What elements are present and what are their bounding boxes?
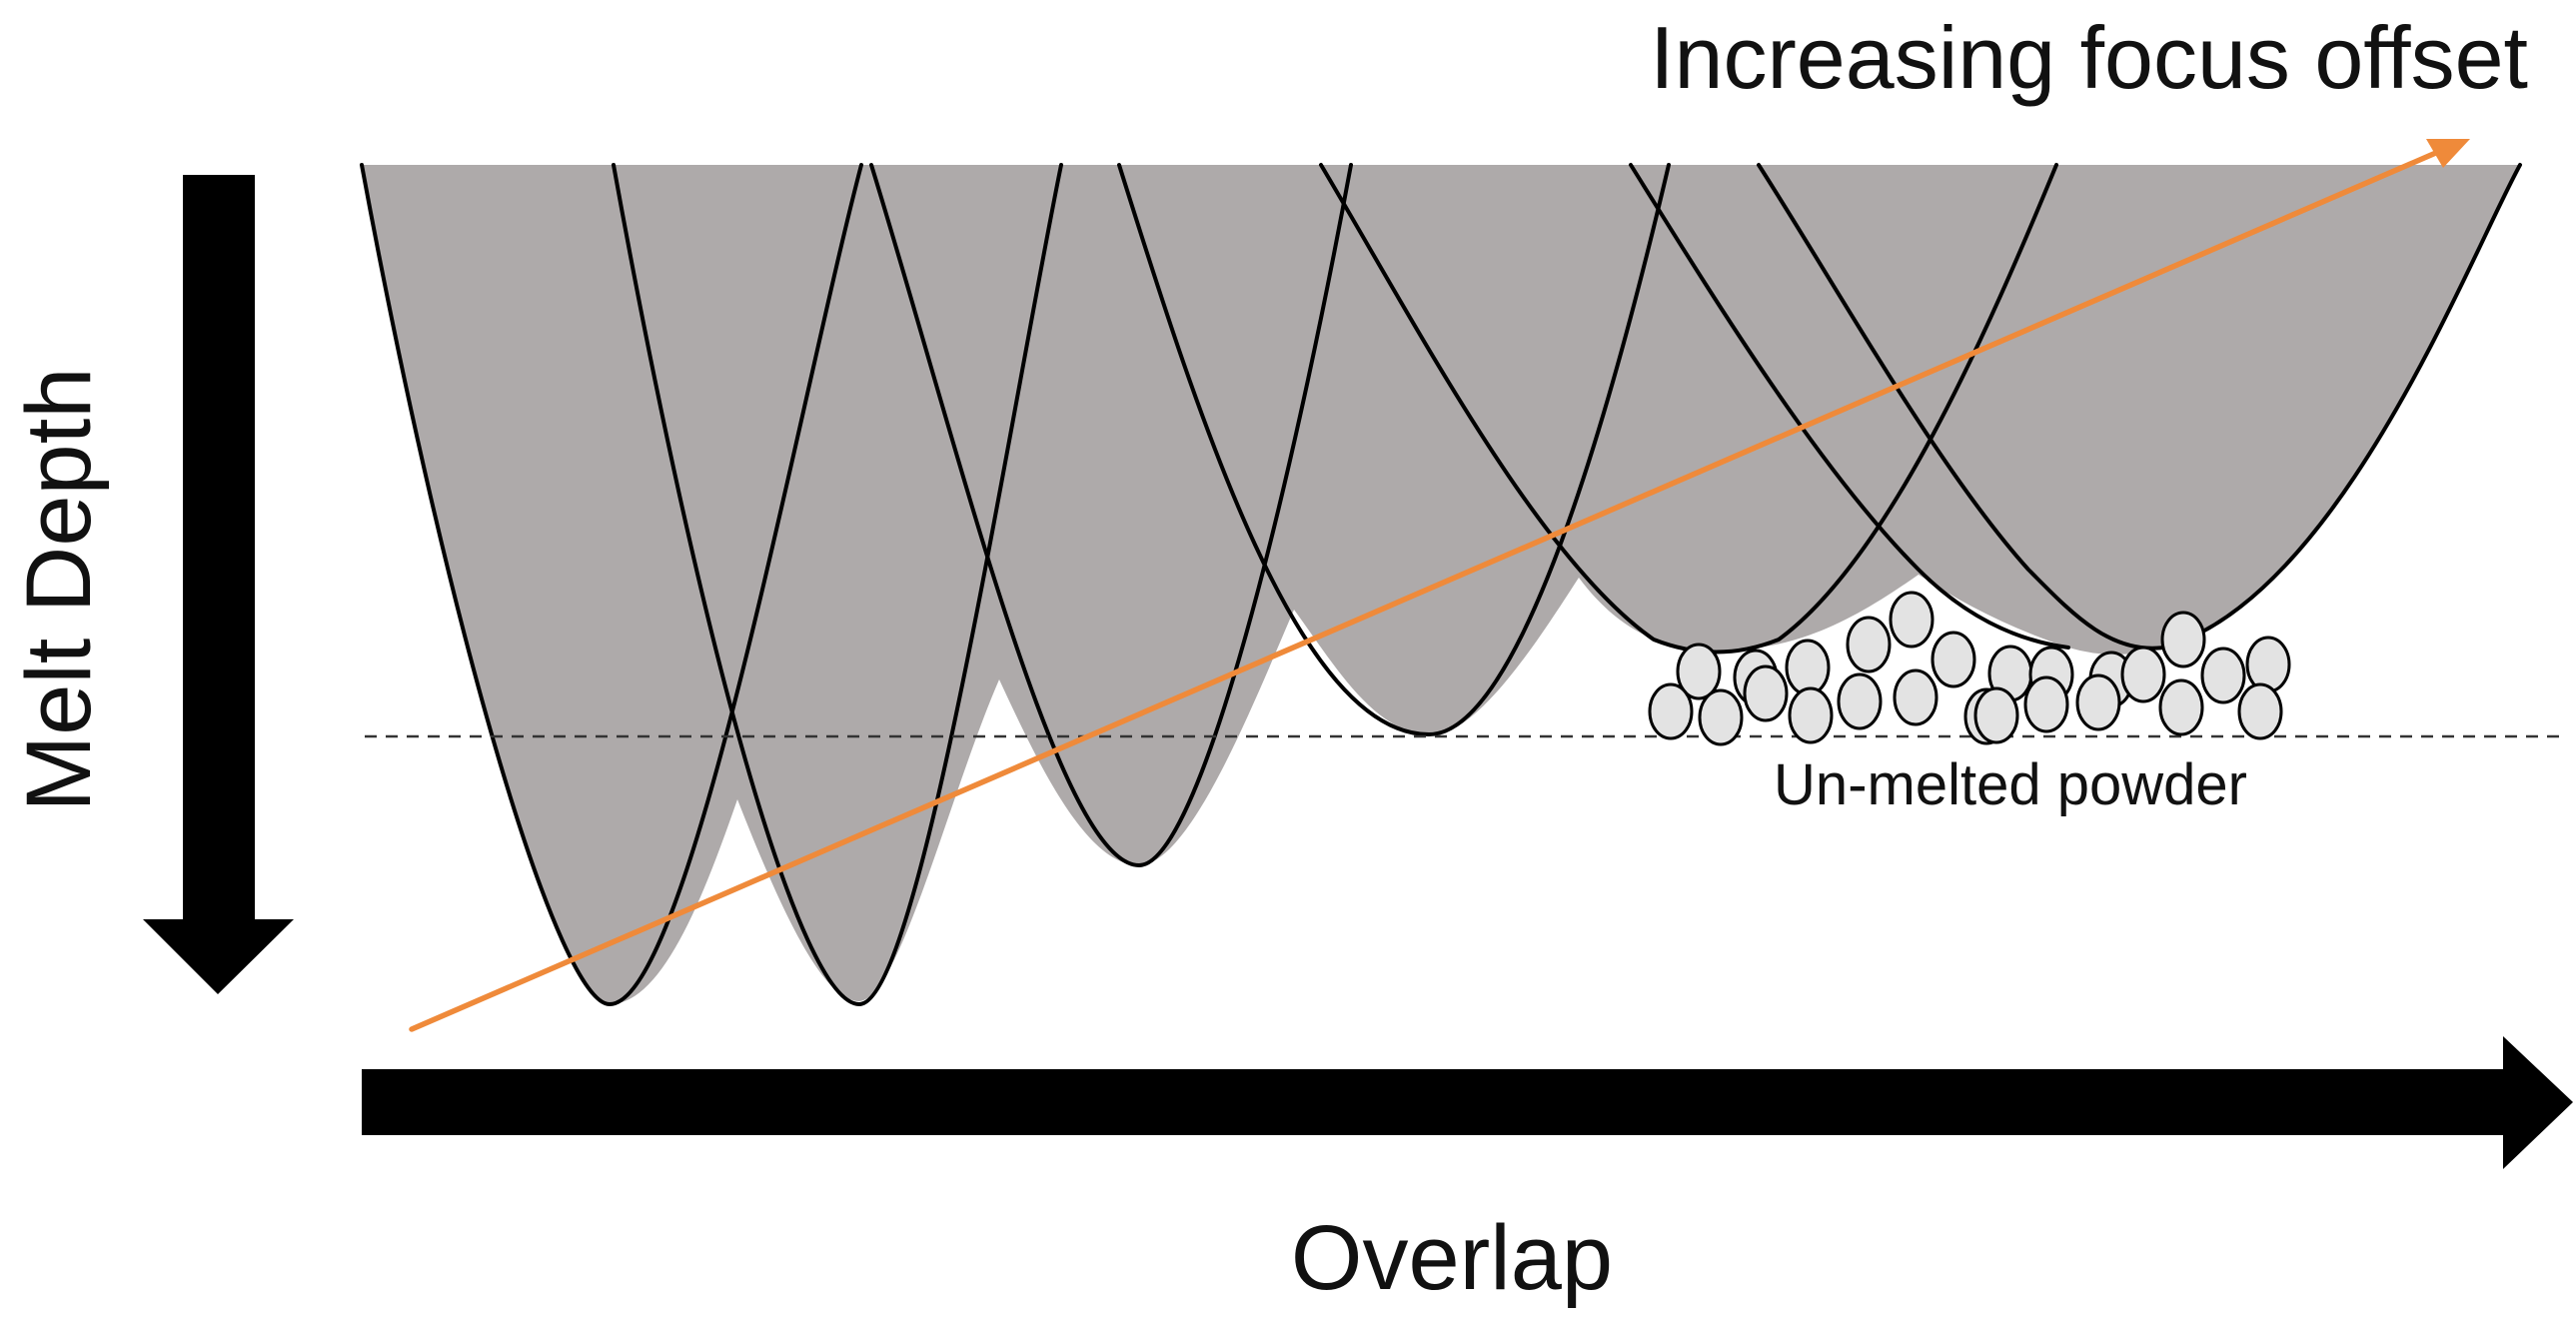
powder-particle: [2237, 682, 2283, 740]
y-axis-label: Melt Depth: [8, 368, 110, 812]
powder-particle: [2120, 646, 2166, 703]
powder-particles: [1648, 591, 2291, 746]
powder-particle: [1785, 639, 1831, 696]
powder-particle: [2160, 611, 2206, 668]
melt-pool-2: [612, 163, 1063, 1007]
powder-particle: [1698, 688, 1744, 746]
powder-particle: [1837, 672, 1883, 730]
powder-particle: [1973, 686, 2019, 744]
powder-particle: [1889, 591, 1934, 649]
powder-particle: [1788, 686, 1834, 744]
powder-particle: [1676, 643, 1722, 700]
powder-particle: [2200, 647, 2246, 704]
powder-particle: [1931, 631, 1976, 688]
melt-pool-4: [1117, 163, 1671, 737]
powder-particle: [2158, 678, 2204, 736]
melt-pool-3: [869, 163, 1353, 868]
powder-particle: [1648, 682, 1694, 740]
arrow-down-icon: [143, 175, 294, 994]
melt-pool-1: [360, 163, 863, 1007]
melt-pool-6: [1629, 163, 2070, 650]
powder-particle: [1846, 616, 1892, 673]
powder-label: Un-melted powder: [1774, 752, 2247, 817]
powder-particle: [2245, 636, 2291, 693]
powder-particle: [1743, 664, 1789, 722]
diagram-title: Increasing focus offset: [1650, 8, 2528, 107]
melt-pool-7: [1757, 163, 2522, 651]
arrow-right-icon: [362, 1036, 2573, 1169]
trend-arrow-icon: [409, 139, 2470, 1032]
powder-particle: [2075, 673, 2121, 731]
x-axis-label: Overlap: [1291, 1207, 1613, 1309]
powder-particle: [2023, 675, 2069, 733]
melt-pool-outlines: [360, 163, 2522, 1007]
powder-particle: [1893, 668, 1938, 726]
